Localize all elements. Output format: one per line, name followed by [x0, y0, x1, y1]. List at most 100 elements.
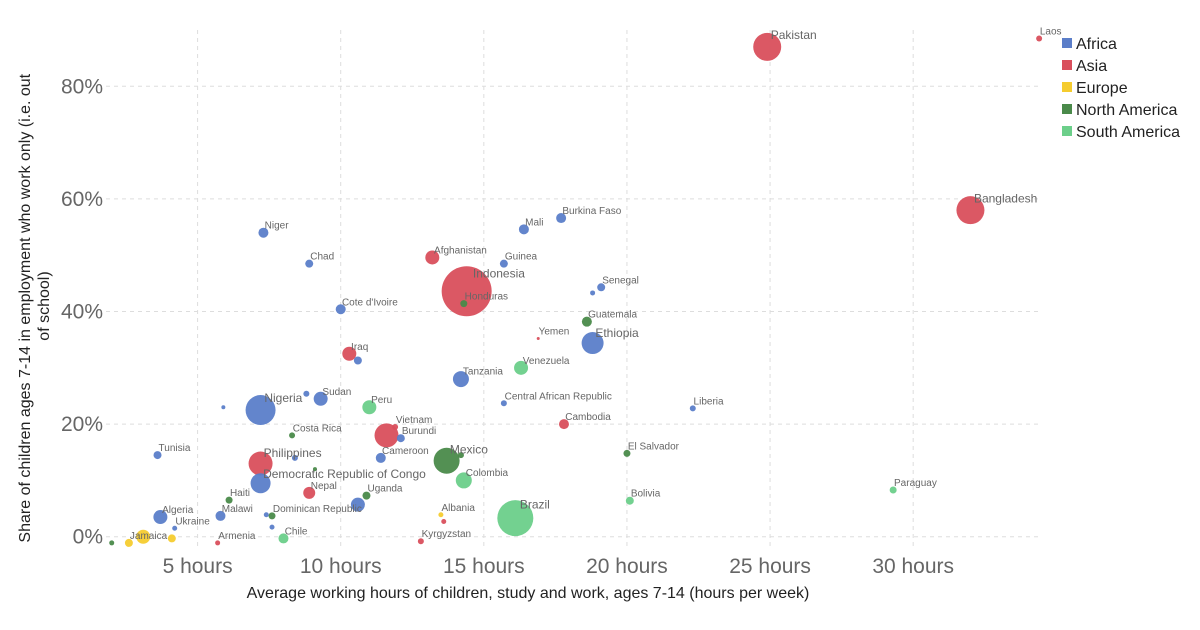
point-democratic-republic-of-congo[interactable]: [250, 473, 271, 494]
legend-swatch: [1062, 38, 1072, 48]
point-tanzania[interactable]: [452, 371, 469, 388]
legend-item-south-america[interactable]: South America: [1062, 124, 1180, 141]
point-unlabeled[interactable]: [221, 405, 226, 410]
point-iraq[interactable]: [342, 346, 357, 361]
point-guinea[interactable]: [499, 259, 508, 268]
point-unlabeled[interactable]: [457, 452, 464, 459]
point-unlabeled[interactable]: [590, 290, 596, 296]
point-colombia[interactable]: [455, 472, 472, 489]
point-unlabeled[interactable]: [303, 390, 310, 397]
point-honduras[interactable]: [460, 300, 468, 308]
point-afghanistan[interactable]: [425, 250, 440, 265]
point-burkina-faso[interactable]: [556, 213, 567, 224]
point-bangladesh[interactable]: [956, 196, 985, 225]
point-unlabeled[interactable]: [350, 497, 365, 512]
point-venezuela[interactable]: [514, 360, 529, 375]
point-albania[interactable]: [438, 512, 444, 518]
x-tick-label: 5 hours: [163, 555, 233, 578]
point-unlabeled[interactable]: [109, 540, 115, 546]
point-label-uganda: Uganda: [367, 484, 402, 495]
legend-item-asia[interactable]: Asia: [1062, 58, 1107, 75]
legend-label: North America: [1076, 102, 1177, 119]
point-label-sudan: Sudan: [322, 387, 351, 398]
point-unlabeled[interactable]: [374, 423, 399, 448]
point-label-cote-d-ivoire: Cote d'Ivoire: [342, 297, 398, 308]
point-label-pakistan: Pakistan: [771, 28, 817, 42]
point-label-paraguay: Paraguay: [894, 478, 937, 489]
point-vietnam[interactable]: [392, 423, 399, 430]
point-malawi[interactable]: [215, 510, 226, 521]
point-nepal[interactable]: [303, 486, 316, 499]
point-label-tunisia: Tunisia: [159, 443, 191, 454]
legend-label: South America: [1076, 124, 1180, 141]
point-sudan[interactable]: [313, 391, 328, 406]
point-label-armenia: Armenia: [218, 531, 256, 542]
point-algeria[interactable]: [153, 510, 168, 525]
point-uganda[interactable]: [362, 491, 371, 500]
point-philippines[interactable]: [248, 451, 273, 476]
point-indonesia[interactable]: [441, 266, 492, 317]
point-ethiopia[interactable]: [581, 332, 604, 355]
legend[interactable]: Africa Asia Europe North America South Ameri…: [1062, 36, 1180, 141]
legend-item-europe[interactable]: Europe: [1062, 80, 1128, 97]
point-label-ukraine: Ukraine: [175, 516, 210, 527]
point-cambodia[interactable]: [558, 419, 569, 430]
point-chad[interactable]: [305, 259, 314, 268]
point-armenia[interactable]: [215, 540, 221, 546]
point-unlabeled[interactable]: [136, 529, 151, 544]
point-chile[interactable]: [278, 533, 289, 544]
point-burundi[interactable]: [396, 434, 405, 443]
point-central-african-republic[interactable]: [500, 400, 507, 407]
point-senegal[interactable]: [597, 283, 606, 292]
point-label-guinea: Guinea: [505, 252, 538, 263]
point-unlabeled[interactable]: [312, 467, 317, 472]
point-ukraine[interactable]: [172, 525, 178, 531]
point-label-cameroon: Cameroon: [382, 446, 429, 457]
legend-swatch: [1062, 126, 1072, 136]
point-cote-d-ivoire[interactable]: [335, 304, 346, 315]
legend-label: Europe: [1076, 80, 1128, 97]
legend-swatch: [1062, 104, 1072, 114]
point-unlabeled[interactable]: [441, 519, 447, 525]
legend-item-africa[interactable]: Africa: [1062, 36, 1117, 53]
point-liberia[interactable]: [689, 405, 696, 412]
point-pakistan[interactable]: [753, 32, 782, 61]
point-nigeria[interactable]: [245, 395, 276, 426]
point-labels: Laos Pakistan Bangladesh Burkina Faso Mali Ni…: [130, 26, 1062, 541]
point-costa-rica[interactable]: [289, 432, 296, 439]
point-cameroon[interactable]: [375, 452, 386, 463]
point-tunisia[interactable]: [153, 451, 162, 460]
x-axis-ticks: 5 hours 10 hours 15 hours 20 hours 25 hours 3…: [163, 555, 954, 578]
point-niger[interactable]: [258, 227, 269, 238]
point-dominican-republic[interactable]: [268, 512, 276, 520]
point-label-albania: Albania: [442, 503, 476, 514]
point-mali[interactable]: [518, 224, 529, 235]
point-kyrgyzstan[interactable]: [417, 538, 424, 545]
point-jamaica[interactable]: [124, 538, 133, 547]
point-paraguay[interactable]: [889, 486, 897, 494]
point-yemen[interactable]: [536, 337, 540, 341]
point-laos[interactable]: [1036, 35, 1043, 42]
grid: [106, 30, 1042, 548]
point-label-burkina-faso: Burkina Faso: [562, 206, 621, 217]
point-unlabeled[interactable]: [263, 512, 269, 518]
point-label-chad: Chad: [310, 252, 334, 263]
point-brazil[interactable]: [497, 500, 534, 537]
point-label-philippines: Philippines: [264, 446, 322, 460]
point-label-laos: Laos: [1040, 26, 1062, 37]
point-unlabeled[interactable]: [269, 524, 275, 530]
point-el-salvador[interactable]: [623, 449, 631, 457]
legend-swatch: [1062, 82, 1072, 92]
point-bolivia[interactable]: [625, 496, 634, 505]
point-unlabeled[interactable]: [167, 534, 176, 543]
point-label-burundi: Burundi: [402, 426, 436, 437]
point-unlabeled[interactable]: [353, 356, 362, 365]
point-haiti[interactable]: [225, 496, 233, 504]
point-peru[interactable]: [362, 400, 377, 415]
point-guatemala[interactable]: [581, 316, 592, 327]
point-unlabeled[interactable]: [291, 454, 298, 461]
point-mexico[interactable]: [433, 447, 460, 474]
point-label-nepal: Nepal: [311, 481, 337, 492]
x-axis-title: Average working hours of children, study…: [247, 585, 810, 602]
legend-item-north-america[interactable]: North America: [1062, 102, 1177, 119]
